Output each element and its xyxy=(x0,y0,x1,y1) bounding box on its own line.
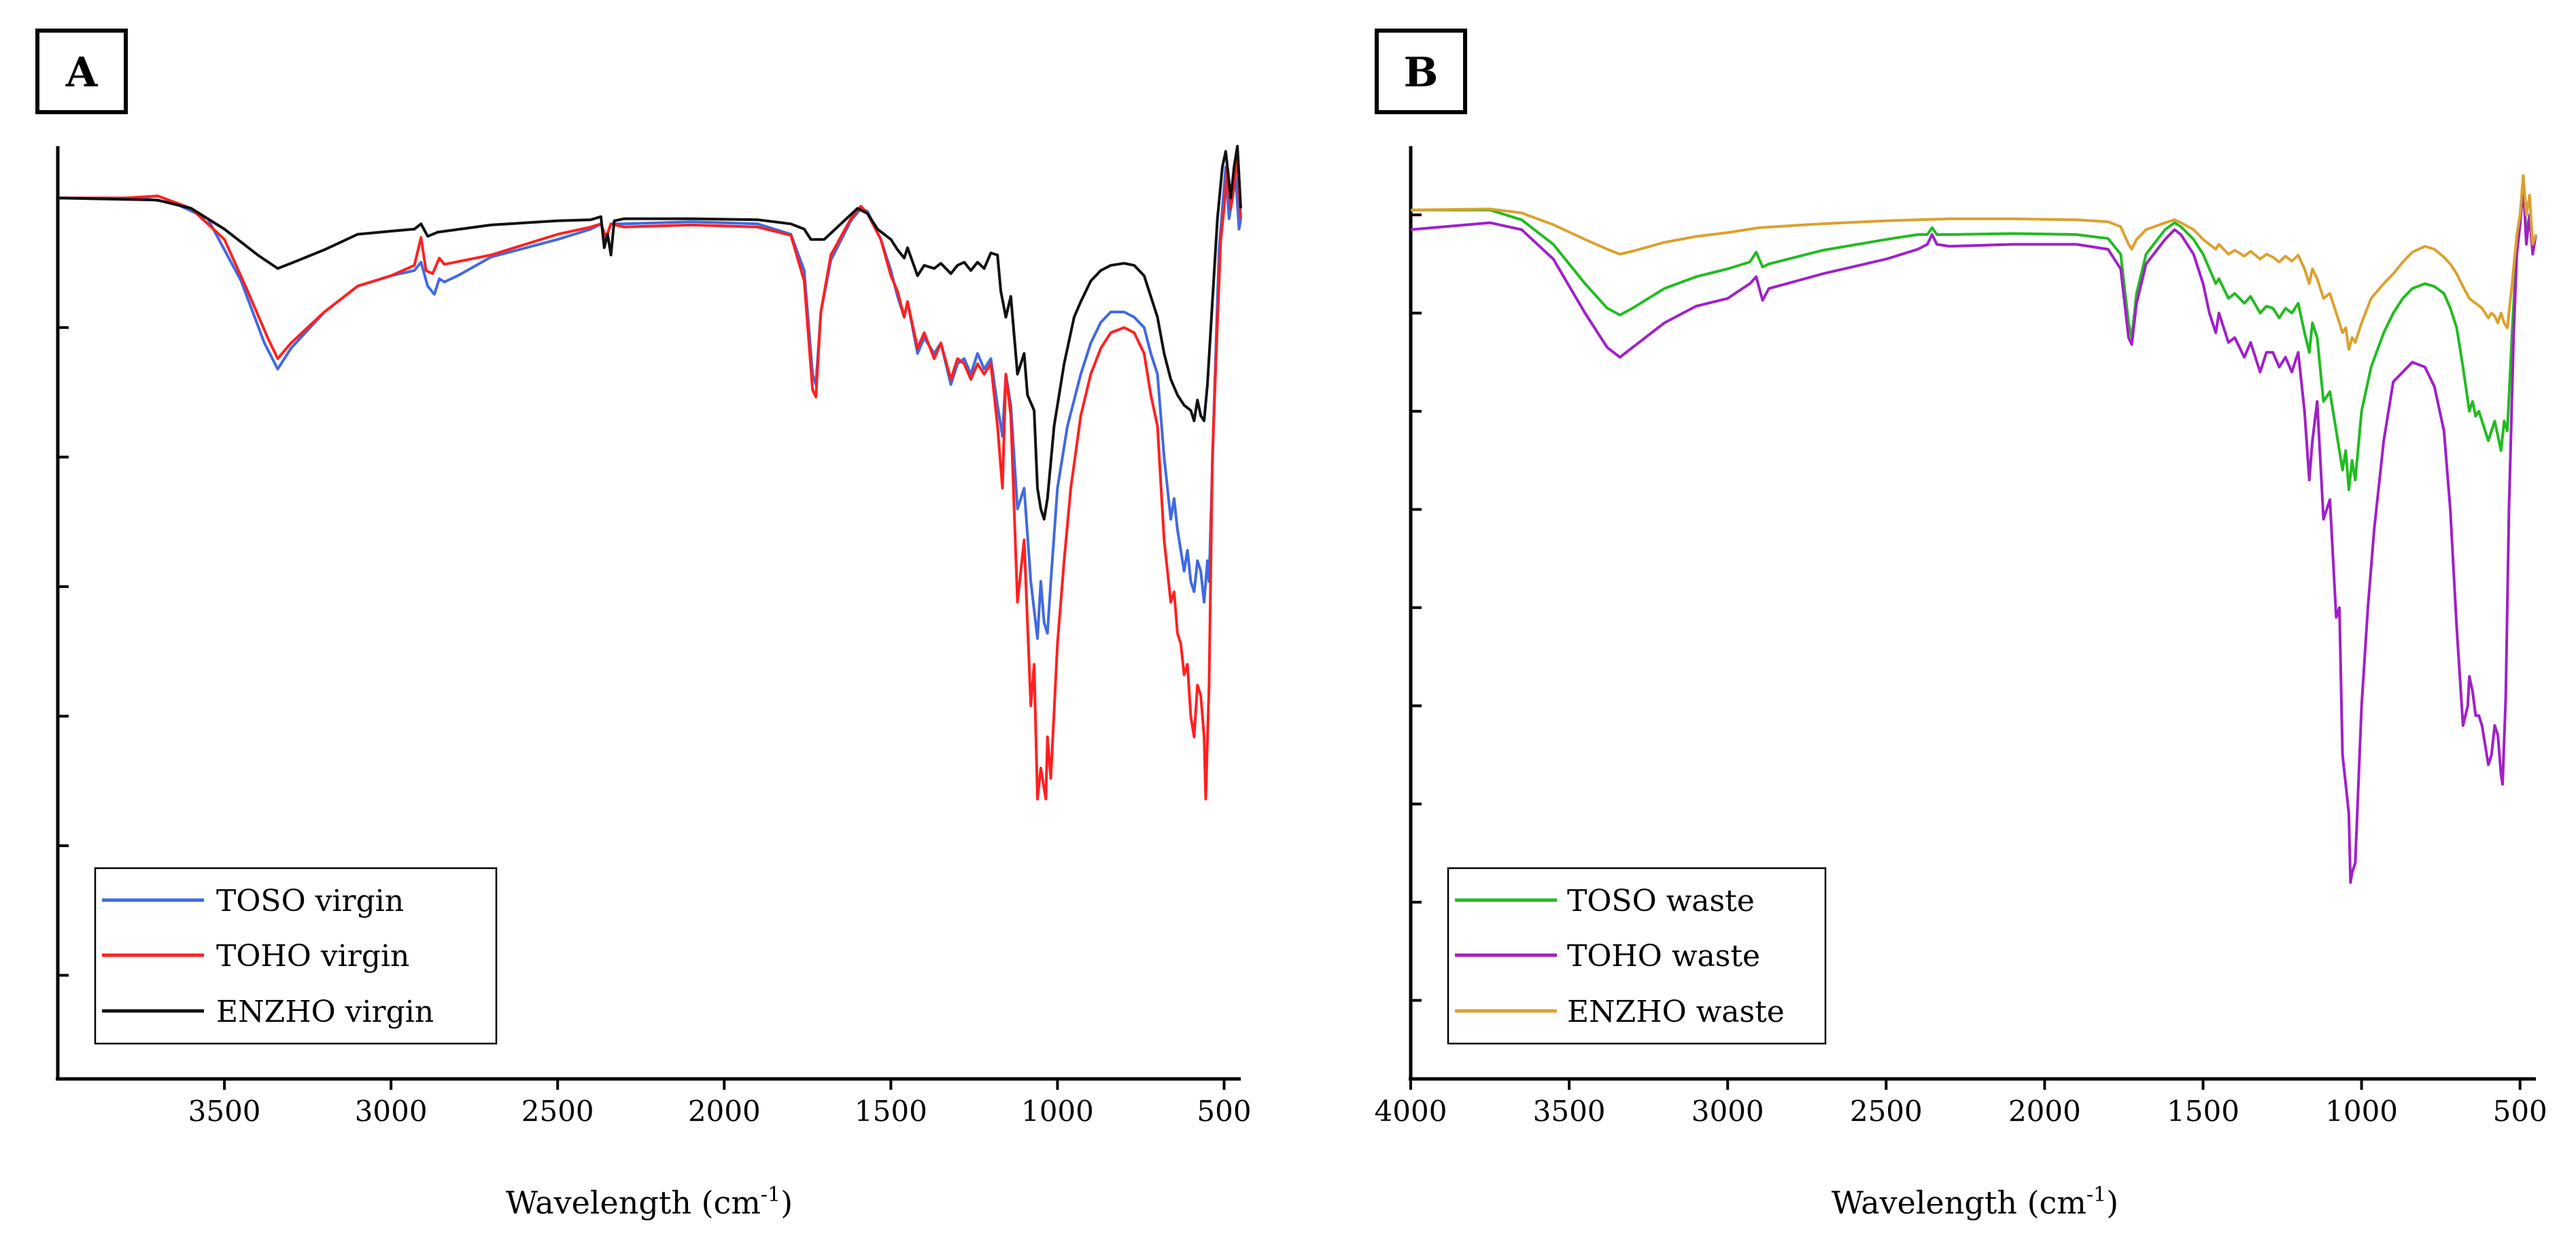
panel-b-legend-label-toho-waste: TOHO waste xyxy=(1567,939,1760,974)
panel-b-x-ticks: 4000 3500 3000 2500 2000 1500 1000 500 xyxy=(1375,1079,2547,1128)
panel-a-x-tick-label: 2000 xyxy=(688,1095,761,1128)
panel-a-legend: TOSO virgin TOHO virgin ENZHO virgin xyxy=(94,867,498,1045)
panel-b-label-box xyxy=(1375,29,1467,114)
panel-b-x-tick-label: 3000 xyxy=(1691,1095,1764,1128)
panel-b: B 4000 3500 3000 2500 2000 1500 1000 500 Wavele… xyxy=(1375,29,2547,1221)
panel-b-x-tick-label: 1000 xyxy=(2325,1095,2398,1128)
panel-a-x-ticks: 3500 3000 2500 2000 1500 1000 500 xyxy=(188,1079,1252,1128)
panel-a-x-tick-label: 500 xyxy=(1197,1095,1251,1128)
panel-a-legend-label-toho-virgin: TOHO virgin xyxy=(216,939,409,974)
series-line-enzho-virgin xyxy=(57,145,1242,521)
panel-a-x-tick-label: 1500 xyxy=(855,1095,927,1128)
panel-b-x-axis-title-end: ) xyxy=(2106,1184,2118,1221)
panel-a-label-box xyxy=(35,29,128,114)
panel-b-legend-label-toso-waste: TOSO waste xyxy=(1567,884,1755,918)
series-line-toho-waste xyxy=(1410,184,2537,884)
panel-a: A 3500 3000 2500 2000 1500 1000 500 Wavelength… xyxy=(35,29,1252,1221)
panel-b-x-axis-title: Wavelength (cm-1) xyxy=(1832,1183,2118,1221)
panel-a-series xyxy=(57,145,1242,801)
panel-b-x-axis-title-main: Wavelength (cm xyxy=(1832,1184,2086,1221)
panel-a-x-axis-title-main: Wavelength (cm xyxy=(506,1184,761,1221)
panel-b-y-ticks xyxy=(1411,213,1422,1002)
panel-a-x-tick-label: 3000 xyxy=(355,1095,428,1128)
panel-a-x-tick-label: 1000 xyxy=(1021,1095,1094,1128)
panel-a-x-axis-title-sup: -1 xyxy=(761,1183,780,1207)
panel-a-legend-label-toso-virgin: TOSO virgin xyxy=(216,884,404,918)
panel-a-x-axis-title: Wavelength (cm-1) xyxy=(506,1183,793,1221)
panel-b-x-tick-label: 4000 xyxy=(1375,1095,1447,1128)
panel-b-x-tick-label: 1500 xyxy=(2167,1095,2239,1128)
panel-b-x-axis-title-sup: -1 xyxy=(2086,1183,2106,1207)
panel-a-x-tick-label: 2500 xyxy=(521,1095,594,1128)
panel-b-x-tick-label: 2500 xyxy=(1850,1095,1923,1128)
panel-b-x-tick-label: 2000 xyxy=(2008,1095,2081,1128)
series-line-toho-virgin xyxy=(58,155,1242,801)
series-line-enzho-waste xyxy=(1410,174,2537,351)
panel-b-x-tick-label: 3500 xyxy=(1533,1095,1606,1128)
panel-b-legend: TOSO waste TOHO waste ENZHO waste xyxy=(1447,867,1827,1045)
panel-a-label: A xyxy=(65,49,99,97)
panel-a-x-axis-title-end: ) xyxy=(780,1184,793,1221)
panel-a-x-tick-label: 3500 xyxy=(188,1095,261,1128)
panel-a-legend-label-enzho-virgin: ENZHO virgin xyxy=(216,995,434,1029)
series-line-toso-virgin xyxy=(58,165,1242,640)
panel-b-label: B xyxy=(1404,49,1439,97)
panel-b-series xyxy=(1410,174,2537,884)
series-line-toso-waste xyxy=(1411,184,2537,492)
panel-b-x-tick-label: 500 xyxy=(2493,1095,2547,1128)
panel-b-legend-label-enzho-waste: ENZHO waste xyxy=(1567,995,1785,1029)
